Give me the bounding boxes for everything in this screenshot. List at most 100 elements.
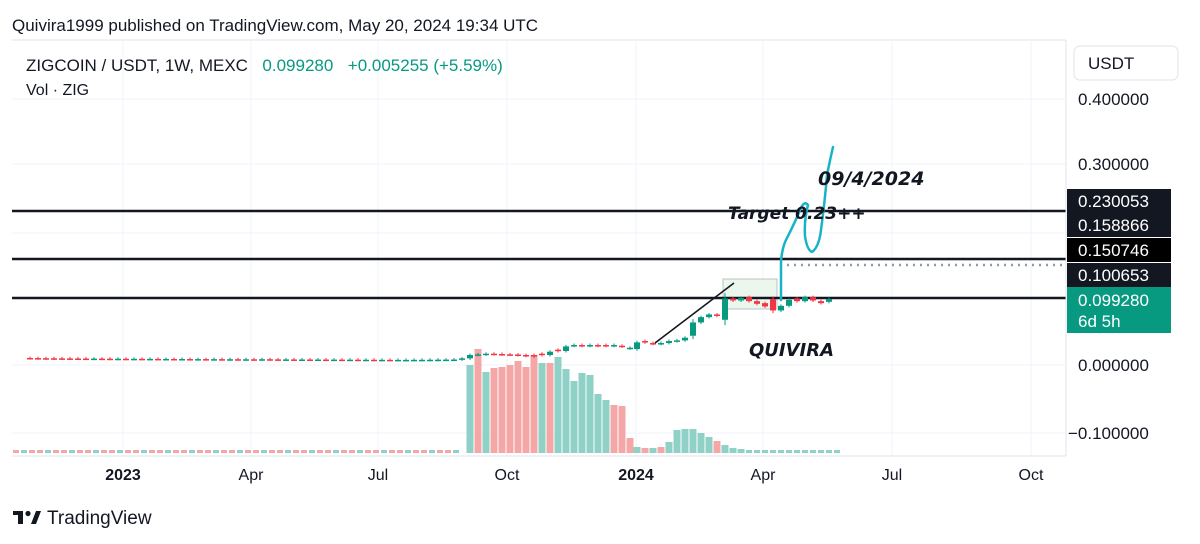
symbol-legend[interactable]: ZIGCOIN / USDT, 1W, MEXC 0.099280 +0.005… xyxy=(26,56,503,75)
volume-bar xyxy=(205,450,211,453)
volume-bar xyxy=(325,450,331,453)
volume-bar xyxy=(657,447,665,453)
price-tag-0150746 xyxy=(1067,238,1171,262)
volume-bar xyxy=(762,450,768,453)
volume-bar xyxy=(514,361,522,453)
candle-body xyxy=(387,359,393,362)
volume-legend[interactable]: Vol · ZIG xyxy=(26,82,89,99)
candle-body xyxy=(491,353,497,356)
volume-bar xyxy=(673,430,681,453)
candle-body xyxy=(738,297,744,301)
trend-line[interactable] xyxy=(654,282,735,344)
volume-bar xyxy=(117,450,123,453)
candle-body xyxy=(483,353,489,356)
candle-body xyxy=(658,343,664,345)
volume-bar xyxy=(253,450,259,453)
candle-body xyxy=(563,346,569,352)
candle-body xyxy=(786,299,792,306)
volume-bar xyxy=(13,450,19,453)
volume-bar xyxy=(133,450,139,453)
candle-body xyxy=(235,359,241,361)
volume-bar xyxy=(181,450,187,453)
candle-body xyxy=(171,358,177,361)
candle-body xyxy=(539,353,545,356)
volume-bar xyxy=(389,450,395,453)
volume-bar xyxy=(618,406,626,453)
candle-body xyxy=(123,358,129,361)
date-annotation[interactable]: 09/4/2024 xyxy=(818,168,924,190)
candle-body xyxy=(195,359,201,361)
candle-body xyxy=(219,359,225,361)
candle-body xyxy=(187,359,193,361)
candle-body xyxy=(347,359,353,362)
time-label-oct-2023: Oct xyxy=(495,467,520,484)
candle-body xyxy=(267,359,273,361)
candle-body xyxy=(778,305,784,311)
current-price-text: 0.099280 xyxy=(1078,291,1149,310)
candle-body xyxy=(714,314,720,316)
candle-body xyxy=(674,340,680,342)
vertical-grid xyxy=(122,40,1032,456)
volume-bar xyxy=(786,450,792,453)
volume-bar xyxy=(665,442,673,453)
volume-bar xyxy=(285,450,291,453)
volume-bar xyxy=(474,349,482,453)
currency-button-label: USDT xyxy=(1088,54,1134,73)
time-label-2024: 2024 xyxy=(618,467,654,484)
volume-bar xyxy=(705,437,713,453)
price-tag-0100653-text: 0.100653 xyxy=(1078,266,1149,285)
currency-button[interactable] xyxy=(1073,45,1179,81)
candle-body xyxy=(435,359,441,362)
candle-body xyxy=(99,358,105,361)
volume-bar xyxy=(317,450,323,453)
candle-body xyxy=(507,354,513,356)
candle-body xyxy=(690,322,696,336)
candle-body xyxy=(730,298,736,301)
candle-body xyxy=(315,359,321,362)
candle-body xyxy=(754,301,760,304)
candle-body xyxy=(698,317,704,323)
candle-body xyxy=(155,358,161,361)
volume-bar xyxy=(713,441,721,453)
countdown-text: 6d 5h xyxy=(1078,312,1121,331)
candle-body xyxy=(43,358,49,360)
candle-body xyxy=(211,359,217,361)
volume-bar xyxy=(429,450,435,453)
candle-body xyxy=(603,345,609,347)
candle-body xyxy=(243,359,249,361)
candle-body xyxy=(363,359,369,362)
candlesticks xyxy=(27,293,832,362)
candle-body xyxy=(259,359,265,361)
candle-body xyxy=(139,358,145,361)
price-tick-0400000: 0.400000 xyxy=(1078,90,1149,109)
candle-body xyxy=(323,359,329,362)
price-tag-0158866-text: 0.158866 xyxy=(1078,216,1149,235)
candle-body xyxy=(179,359,185,361)
volume-bar xyxy=(301,450,307,453)
author-annotation[interactable]: QUIVIRA xyxy=(749,340,834,361)
projection-path-drawing[interactable] xyxy=(779,145,835,302)
consolidation-box[interactable] xyxy=(722,278,778,310)
candle-body xyxy=(291,359,297,361)
candle-body xyxy=(571,345,577,347)
candle-body xyxy=(627,347,633,350)
volume-bar xyxy=(365,450,371,453)
volume-bar xyxy=(189,450,195,453)
volume-bar xyxy=(689,429,697,453)
candle-body xyxy=(115,358,121,361)
candle-body xyxy=(27,357,33,360)
volume-bar xyxy=(85,450,91,453)
volume-bar xyxy=(826,450,832,453)
volume-bar xyxy=(381,450,387,453)
tradingview-brand-text: TradingView xyxy=(47,508,152,529)
volume-bar xyxy=(357,450,363,453)
volume-bar xyxy=(578,373,586,453)
target-annotation[interactable]: Target 0.23++ xyxy=(728,204,866,224)
volume-bar xyxy=(77,450,83,453)
candle-body xyxy=(371,359,377,362)
candle-body xyxy=(51,358,57,360)
volume-bar xyxy=(697,433,705,453)
candle-body xyxy=(83,358,89,361)
volume-bar xyxy=(261,450,267,453)
